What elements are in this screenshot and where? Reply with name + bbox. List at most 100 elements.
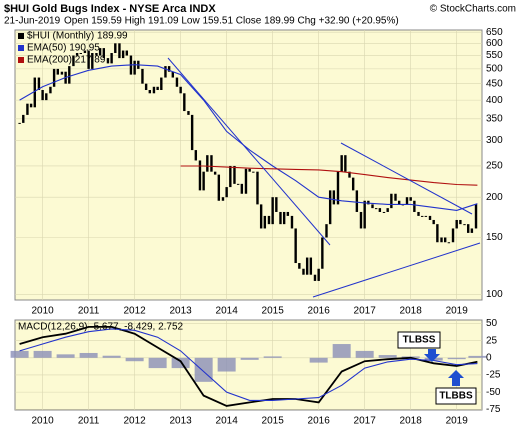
x-tick-label: 2013 bbox=[170, 416, 193, 427]
price-bar bbox=[210, 155, 213, 172]
histogram-bar bbox=[240, 357, 259, 360]
price-bar bbox=[114, 43, 117, 54]
price-bar bbox=[179, 86, 182, 94]
annotation-text: TLBBS bbox=[439, 391, 473, 402]
price-bar bbox=[175, 77, 179, 87]
price-bar bbox=[102, 48, 105, 59]
series-line bbox=[180, 165, 478, 186]
x-tick-label: 2017 bbox=[354, 416, 377, 427]
histogram-bar bbox=[355, 350, 374, 358]
price-bar bbox=[405, 197, 409, 205]
y-tick-label: 500 bbox=[486, 64, 503, 75]
price-bar bbox=[455, 219, 458, 229]
series-line bbox=[19, 64, 478, 211]
x-tick-label: 2011 bbox=[78, 306, 100, 317]
price-bar bbox=[436, 224, 439, 243]
price-bar bbox=[56, 68, 59, 75]
price-bar bbox=[474, 204, 478, 229]
price-bar bbox=[363, 200, 366, 229]
trendline bbox=[167, 57, 331, 246]
price-bar bbox=[459, 219, 462, 225]
price-bar bbox=[41, 90, 44, 101]
x-tick-label: 2012 bbox=[124, 416, 147, 427]
price-bar bbox=[256, 171, 259, 205]
price-bar bbox=[167, 66, 171, 72]
x-tick-label: 2019 bbox=[446, 306, 469, 317]
price-bar bbox=[144, 83, 148, 91]
price-bar bbox=[98, 48, 102, 56]
price-bar bbox=[37, 77, 41, 91]
price-bar bbox=[79, 53, 82, 55]
y-tick-label: -50 bbox=[486, 387, 501, 398]
y-tick-label: 150 bbox=[486, 232, 503, 243]
price-bar bbox=[355, 190, 359, 212]
annotation-box bbox=[397, 331, 441, 349]
price-bar bbox=[267, 215, 271, 225]
price-bar bbox=[271, 197, 274, 225]
price-bar bbox=[194, 150, 198, 161]
price-bar bbox=[336, 171, 340, 205]
price-bar bbox=[371, 204, 374, 209]
x-tick-label: 2015 bbox=[262, 416, 285, 427]
x-tick-label: 2017 bbox=[354, 306, 377, 317]
price-bar bbox=[221, 197, 225, 201]
trendlines bbox=[167, 57, 481, 298]
price-bar bbox=[164, 66, 167, 78]
histogram-bar bbox=[468, 355, 487, 358]
price-bar bbox=[447, 242, 451, 244]
legend-entry: $HUI (Monthly) 189.99 bbox=[27, 31, 128, 42]
quote-info: Open 159.59 High 191.09 Low 159.51 Close… bbox=[64, 16, 399, 27]
legend-entry: EMA(50) 190.95 bbox=[27, 43, 100, 54]
price-bar bbox=[374, 208, 378, 210]
arrow-up bbox=[448, 370, 464, 386]
x-tick-label: 2012 bbox=[124, 306, 147, 317]
price-bar bbox=[382, 211, 386, 213]
price-bar bbox=[359, 211, 363, 229]
price-bar bbox=[279, 211, 282, 225]
histogram-bar bbox=[125, 357, 144, 362]
price-bar bbox=[466, 224, 470, 233]
y-tick-label: -25 bbox=[486, 370, 501, 381]
legend-swatch bbox=[18, 45, 24, 51]
price-bar bbox=[259, 204, 263, 229]
histogram-bar bbox=[33, 350, 52, 358]
histogram-bar bbox=[10, 350, 29, 358]
price-bar bbox=[340, 155, 343, 172]
annotation-text: TLBSS bbox=[403, 335, 436, 346]
price-bar bbox=[225, 187, 228, 198]
price-bar bbox=[60, 71, 64, 75]
price-bar bbox=[26, 103, 29, 115]
price-bar bbox=[75, 53, 79, 56]
source: © StockCharts.com bbox=[430, 4, 516, 15]
price-bar bbox=[248, 168, 251, 172]
price-bar bbox=[305, 257, 309, 275]
price-bar bbox=[294, 228, 297, 264]
price-bar bbox=[309, 257, 313, 275]
y-tick-label: 250 bbox=[486, 161, 503, 172]
price-bar bbox=[332, 190, 336, 205]
price-bar bbox=[183, 93, 186, 112]
price-bar bbox=[432, 219, 435, 225]
price-bar bbox=[275, 197, 278, 212]
series-line bbox=[19, 328, 478, 401]
arrow-down bbox=[424, 349, 440, 362]
y-tick-label: 300 bbox=[486, 135, 503, 146]
price-bar bbox=[263, 215, 267, 229]
x-tick-label: 2011 bbox=[78, 416, 100, 427]
price-bar bbox=[470, 228, 474, 233]
price-bar bbox=[95, 53, 98, 56]
price-bar bbox=[22, 114, 25, 123]
histogram-bar bbox=[171, 357, 190, 369]
price-bar bbox=[325, 224, 328, 238]
x-tick-label: 2010 bbox=[31, 306, 54, 317]
price-bar bbox=[68, 66, 71, 84]
price-bar bbox=[213, 171, 217, 175]
price-bar bbox=[236, 183, 240, 185]
x-tick-label: 2018 bbox=[400, 306, 423, 317]
price-bar bbox=[463, 224, 466, 226]
price-bar bbox=[321, 237, 324, 269]
histogram-bar bbox=[56, 354, 75, 358]
price-bar bbox=[156, 86, 159, 91]
price-bar bbox=[313, 274, 317, 281]
y-tick-label: 550 bbox=[486, 50, 503, 61]
